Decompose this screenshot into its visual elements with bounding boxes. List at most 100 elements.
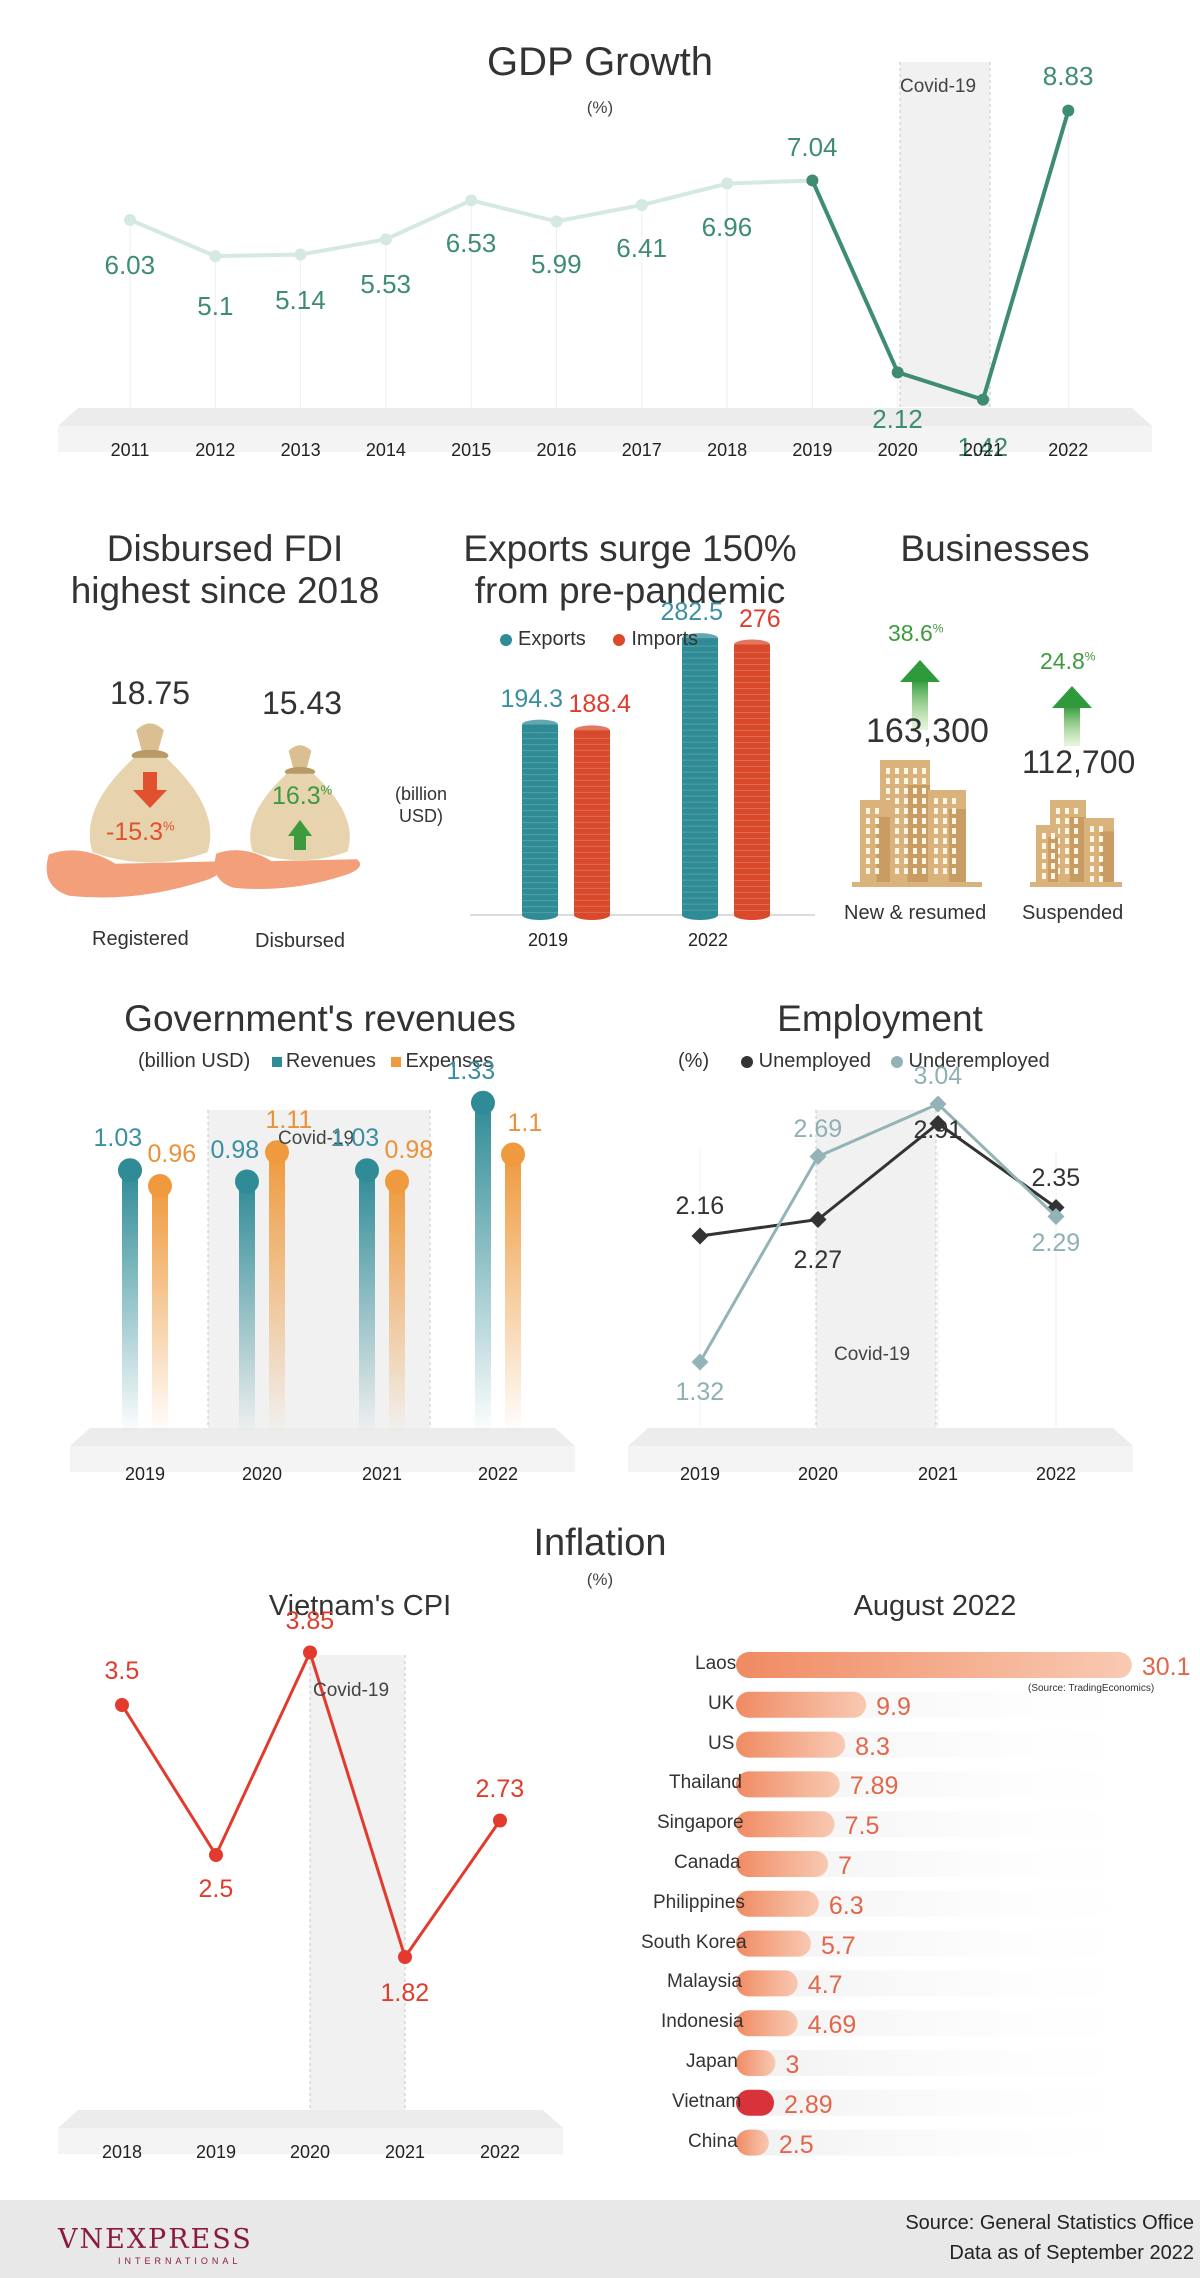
revenues-legend-swatch (271, 1056, 282, 1067)
businesses-suspended-value: 112,700 (1022, 744, 1136, 780)
businesses-suspended-window (1051, 853, 1055, 859)
businesses-suspended-window (1099, 866, 1103, 872)
businesses-new-window (866, 818, 870, 824)
gdp-x-tick: 2020 (877, 440, 918, 460)
footer-logo-sub: INTERNATIONAL (118, 2256, 242, 2266)
businesses-new-window (866, 838, 870, 844)
gdp-x-tick: 2011 (110, 440, 150, 460)
businesses-new-window (895, 778, 899, 784)
exports-legend-exports: Exports (518, 628, 586, 650)
aug-country-label: Philippines (653, 1891, 745, 1913)
businesses-new-window (943, 828, 947, 834)
fdi-registered-bag-body (89, 757, 211, 863)
platform-top (70, 1428, 575, 1446)
aug-bar-track (736, 2089, 1176, 2116)
businesses-new-ground (852, 882, 982, 887)
businesses-new-window (952, 848, 956, 854)
revenues-x-tick: 2022 (477, 1464, 519, 1484)
gdp-value-label: 8.83 (1042, 60, 1094, 91)
revenues-bar-cap (118, 1158, 142, 1183)
businesses-new-window (952, 828, 956, 834)
businesses-new-window (895, 808, 899, 814)
businesses-new-window (904, 808, 908, 814)
aug-bar (736, 1691, 867, 1718)
cpi-x-tick: 2020 (289, 2142, 331, 2162)
cpi-x-tick: 2019 (195, 2142, 237, 2162)
aug-bar-track (736, 2010, 1176, 2037)
gdp-point (550, 215, 563, 228)
gdp-x-tick: 2013 (280, 440, 321, 460)
gdp-point (465, 194, 478, 207)
businesses-new-tower-side (948, 809, 966, 885)
fdi-registered-bag-top (136, 723, 164, 756)
fdi-disbursed-arrow-up-shaft (294, 836, 306, 850)
aug-bar (736, 1731, 846, 1758)
revenues-bar-expenses (152, 1186, 168, 1435)
businesses-suspended-window (1065, 808, 1069, 814)
exports-x-tick: 2019 (527, 930, 569, 950)
fdi-disbursed-hand (214, 850, 361, 890)
businesses-new-change: 38.6% (888, 620, 943, 647)
aug-bar (736, 1970, 798, 1997)
aug-value-label: 2.5 (778, 2130, 814, 2159)
businesses-new-window (934, 808, 938, 814)
platform-top (628, 1428, 1133, 1446)
aug-bar-track (736, 1970, 1176, 1997)
businesses-suspended-window (1042, 843, 1046, 849)
cpi-point (303, 1645, 317, 1660)
exports-bar-exports (522, 724, 558, 915)
gdp-value-label: 6.96 (701, 211, 753, 242)
revenues-x-tick: 2021 (361, 1464, 403, 1484)
businesses-new-window (922, 868, 926, 874)
revenues-bar-expenses (505, 1154, 521, 1435)
businesses-suspended-window (1042, 833, 1046, 839)
businesses-new-window (895, 798, 899, 804)
businesses-suspended-window (1074, 828, 1078, 834)
aug-bar (736, 1811, 835, 1838)
underemployed-legend-swatch (890, 1055, 903, 1068)
businesses-suspended-window (1074, 848, 1078, 854)
businesses-new-window (934, 818, 938, 824)
inflation-title: Inflation (533, 1522, 667, 1564)
employment-value-label: 2.27 (793, 1245, 843, 1274)
gdp-point (209, 250, 222, 263)
employment-point (691, 1227, 709, 1245)
businesses-new-window (904, 828, 908, 834)
businesses-new-window (922, 848, 926, 854)
platform-base (70, 1446, 575, 1472)
businesses-suspended-ground (1030, 882, 1122, 887)
businesses-new-window (952, 798, 956, 804)
aug-bar-track (736, 1851, 1176, 1877)
employment-line-underemployed (698, 1102, 1058, 1363)
businesses-new-window (922, 788, 926, 794)
gdp-point (1062, 104, 1075, 117)
businesses-new-window (904, 818, 908, 824)
gdp-value-label: 5.14 (275, 284, 326, 315)
cpi-value-label: 1.82 (380, 1979, 430, 2007)
cpi-point (493, 1813, 507, 1828)
businesses-suspended-window (1090, 846, 1094, 852)
businesses-new-window (875, 838, 879, 844)
exports-title-line2: from pre-pandemic (474, 570, 786, 611)
businesses-suspended-window (1099, 826, 1103, 832)
fdi-disbursed-bag-body (250, 773, 350, 861)
businesses-new-change-value: 38.6 (888, 620, 933, 646)
aug-country-label: Japan (686, 2051, 738, 2072)
businesses-suspended-window (1090, 826, 1094, 832)
exports-bar-cap (734, 639, 770, 650)
businesses-new-tower-side (907, 785, 930, 885)
businesses-new-window (952, 868, 956, 874)
aug-title: August 2022 (853, 1590, 1017, 1622)
businesses-new-window (904, 858, 908, 864)
footer: VNEXPRESS INTERNATIONAL Source: General … (0, 2200, 1200, 2278)
gdp-x-tick: 2022 (1048, 440, 1089, 460)
employment-unit: (%) (678, 1050, 710, 1072)
exports-value-label: 188.4 (568, 690, 632, 719)
gdp-x-tick: 2017 (621, 440, 662, 460)
aug-value-label: 6.3 (828, 1891, 864, 1920)
aug-bar-track (736, 1930, 1176, 1957)
revenues-value-label: 1.33 (446, 1056, 496, 1085)
gdp-title: GDP Growth (487, 40, 713, 84)
cpi-x-tick: 2018 (101, 2142, 143, 2162)
